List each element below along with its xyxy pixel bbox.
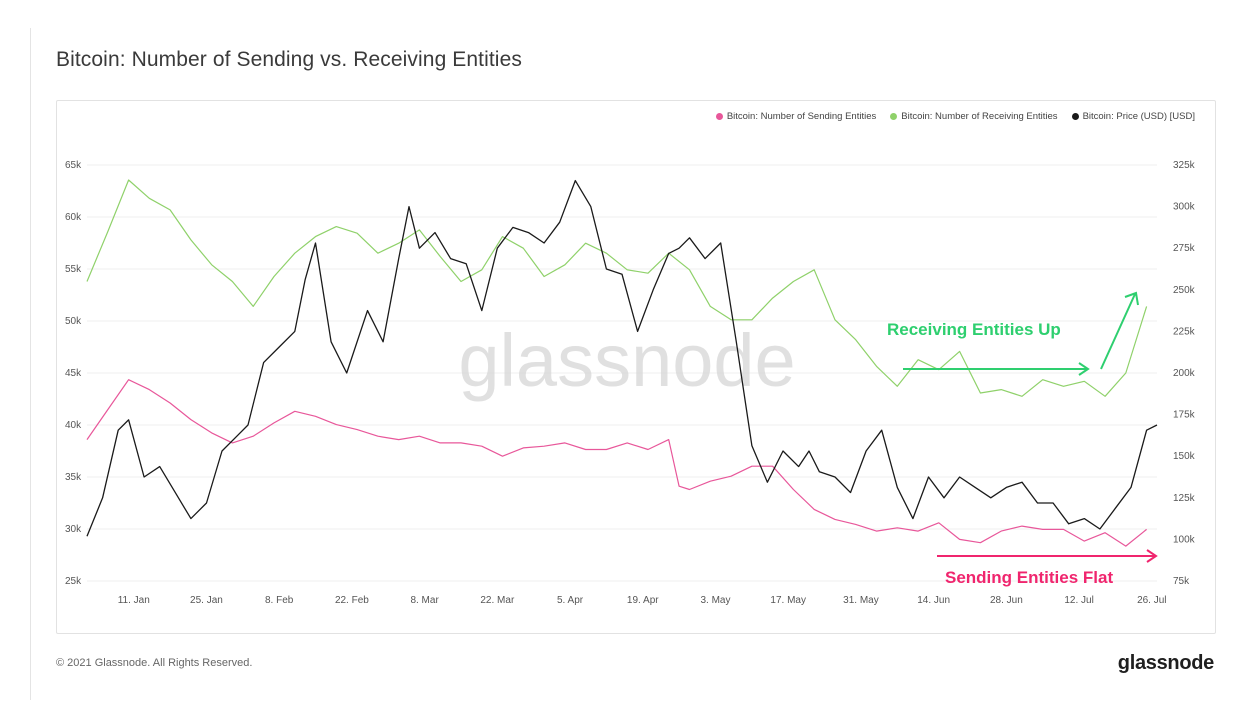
x-tick-label: 22. Mar <box>480 595 515 606</box>
footer-logo[interactable]: glassnode <box>1117 652 1215 674</box>
footer-copyright: © 2021 Glassnode. All Rights Reserved. <box>56 657 253 669</box>
right-tick-label: 200k <box>1173 368 1196 379</box>
legend-label-sending: Bitcoin: Number of Sending Entities <box>726 111 877 122</box>
chart-panel: Bitcoin: Number of Sending Entities Bitc… <box>56 100 1216 634</box>
x-tick-label: 12. Jul <box>1064 595 1093 606</box>
annotation-sending-arrow-head <box>1146 549 1158 563</box>
x-tick-label: 25. Jan <box>190 595 223 606</box>
x-tick-label: 11. Jan <box>118 595 150 606</box>
page-title: Bitcoin: Number of Sending vs. Receiving… <box>56 48 522 71</box>
left-tick-label: 65k <box>65 160 82 171</box>
x-tick-label: 8. Mar <box>410 595 439 606</box>
chart-gridlines <box>87 164 1157 582</box>
legend-dot-price-icon <box>1071 113 1079 120</box>
annotations: Receiving Entities Up Sending Entities F… <box>887 291 1158 587</box>
x-tick-label: 19. Apr <box>627 595 659 606</box>
right-tick-label: 275k <box>1173 243 1196 254</box>
x-tick-label: 26. Jul <box>1137 595 1166 606</box>
legend-dot-receiving-icon <box>890 113 898 120</box>
x-tick-label: 31. May <box>843 595 879 606</box>
annotation-receiving: Receiving Entities Up <box>887 320 1061 339</box>
right-tick-label: 175k <box>1173 410 1196 421</box>
x-tick-label: 22. Feb <box>335 595 369 606</box>
left-tick-label: 50k <box>65 316 82 327</box>
x-tick-label: 3. May <box>700 595 730 606</box>
left-tick-label: 60k <box>65 212 82 223</box>
x-tick-label: 8. Feb <box>265 595 294 606</box>
watermark: glassnode <box>458 319 795 402</box>
series-line-1 <box>86 179 1148 397</box>
chart-series <box>86 179 1158 547</box>
x-tick-label: 17. May <box>770 595 806 606</box>
left-tick-label: 35k <box>65 472 82 483</box>
right-tick-label: 125k <box>1173 493 1196 504</box>
left-tick-label: 45k <box>65 368 82 379</box>
page-left-rule <box>30 28 31 700</box>
x-axis-ticks: 11. Jan 25. Jan 8. Feb 22. Feb 8. Mar 22. Mar… <box>118 595 1167 606</box>
x-tick-label: 28. Jun <box>990 595 1023 606</box>
annotation-receiving-arrow-up <box>1100 293 1136 370</box>
right-tick-label: 100k <box>1173 534 1196 545</box>
annotation-receiving-arrow-up-head <box>1124 291 1139 306</box>
legend-label-receiving: Bitcoin: Number of Receiving Entities <box>901 111 1058 122</box>
chart-svg: 25k 30k 35k 40k 45k 50k 55k 60k 65k 75k 100k 125k 1… <box>65 160 1196 606</box>
legend-item-price[interactable]: Bitcoin: Price (USD) [USD] <box>1071 111 1195 122</box>
right-tick-label: 225k <box>1173 326 1196 337</box>
left-axis-ticks: 25k 30k 35k 40k 45k 50k 55k 60k 65k <box>65 160 82 587</box>
legend-item-receiving[interactable]: Bitcoin: Number of Receiving Entities <box>890 111 1058 122</box>
chart-legend: Bitcoin: Number of Sending Entities Bitc… <box>715 111 1195 122</box>
left-tick-label: 30k <box>65 524 82 535</box>
right-tick-label: 75k <box>1173 576 1190 587</box>
left-tick-label: 25k <box>65 576 82 587</box>
x-tick-label: 5. Apr <box>557 595 584 606</box>
series-line-2 <box>86 179 1158 537</box>
right-tick-label: 325k <box>1173 160 1196 171</box>
annotation-sending: Sending Entities Flat <box>945 568 1113 587</box>
legend-item-sending[interactable]: Bitcoin: Number of Sending Entities <box>715 111 877 122</box>
legend-label-price: Bitcoin: Price (USD) [USD] <box>1082 111 1195 122</box>
series-line-0 <box>86 379 1147 547</box>
annotation-receiving-arrow-flat-head <box>1078 362 1090 376</box>
legend-dot-sending-icon <box>715 113 723 120</box>
right-tick-label: 150k <box>1173 451 1196 462</box>
left-tick-label: 40k <box>65 420 82 431</box>
right-tick-label: 250k <box>1173 285 1196 296</box>
x-tick-label: 14. Jun <box>917 595 950 606</box>
right-axis-ticks: 75k 100k 125k 150k 175k 200k 225k 250k 275k 300k 3… <box>1173 160 1196 587</box>
left-tick-label: 55k <box>65 264 82 275</box>
right-tick-label: 300k <box>1173 202 1196 213</box>
